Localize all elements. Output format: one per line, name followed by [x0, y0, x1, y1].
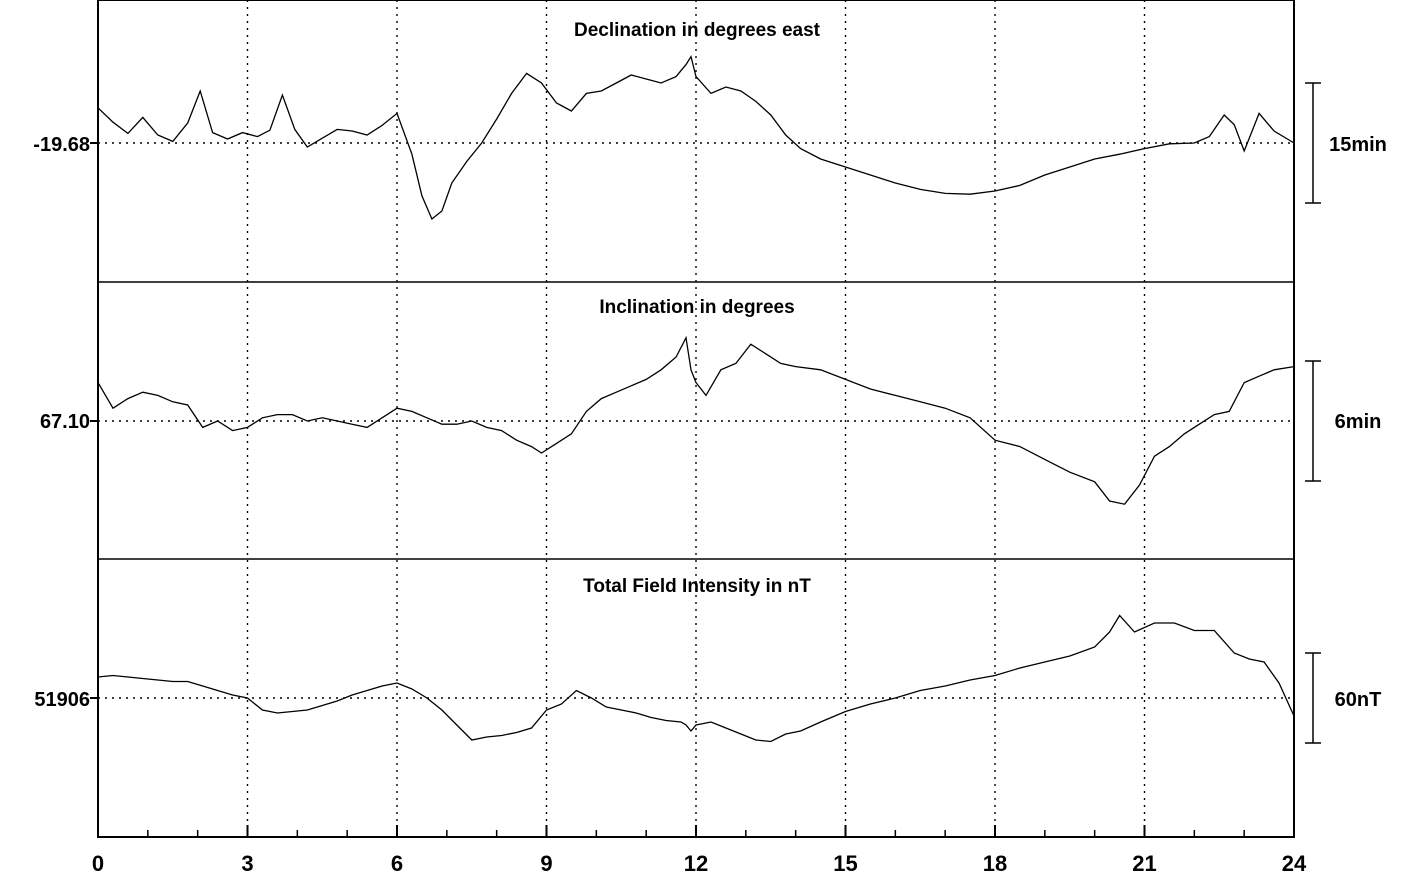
trace-line-0: [97, 54, 1295, 221]
trace-line-2: [97, 614, 1295, 743]
scale-bar-label-inclination: 6min: [1335, 411, 1382, 433]
scale-bar-0: [1305, 82, 1321, 204]
x-tick-label-9: 9: [540, 851, 552, 876]
x-tick-label-3: 3: [241, 851, 253, 876]
reference-value-declination: -19.68: [33, 134, 90, 156]
trace-line-1: [97, 335, 1295, 505]
scale-bar-label-declination: 15min: [1329, 134, 1387, 156]
scale-bar-1: [1305, 360, 1321, 482]
panel-total-field: Total Field Intensity in nT 51906 60nT: [34, 576, 1382, 744]
x-tick-label-21: 21: [1132, 851, 1156, 876]
reference-value-total-field: 51906: [34, 689, 90, 711]
reference-value-inclination: 67.10: [40, 411, 90, 433]
x-tick-label-15: 15: [833, 851, 857, 876]
x-tick-label-6: 6: [391, 851, 403, 876]
x-tick-label-18: 18: [983, 851, 1007, 876]
panel-inclination: Inclination in degrees 67.10 6min: [40, 297, 1382, 505]
plot-frame: [97, 0, 1295, 838]
x-tick-label-0: 0: [92, 851, 104, 876]
x-axis: 0 3 6 9 12 15 18 21 24: [92, 825, 1307, 876]
scale-bar-label-total-field: 60nT: [1335, 689, 1382, 711]
x-tick-label-12: 12: [684, 851, 708, 876]
panel-title-declination: Declination in degrees east: [574, 20, 821, 41]
panel-title-inclination: Inclination in degrees: [599, 297, 794, 318]
x-tick-label-24: 24: [1282, 851, 1307, 876]
panel-separators: [98, 281, 1294, 560]
panel-declination: Declination in degrees east -19.68 15min: [33, 20, 1387, 221]
scale-bar-2: [1305, 652, 1321, 744]
panel-title-total-field: Total Field Intensity in nT: [583, 576, 811, 597]
